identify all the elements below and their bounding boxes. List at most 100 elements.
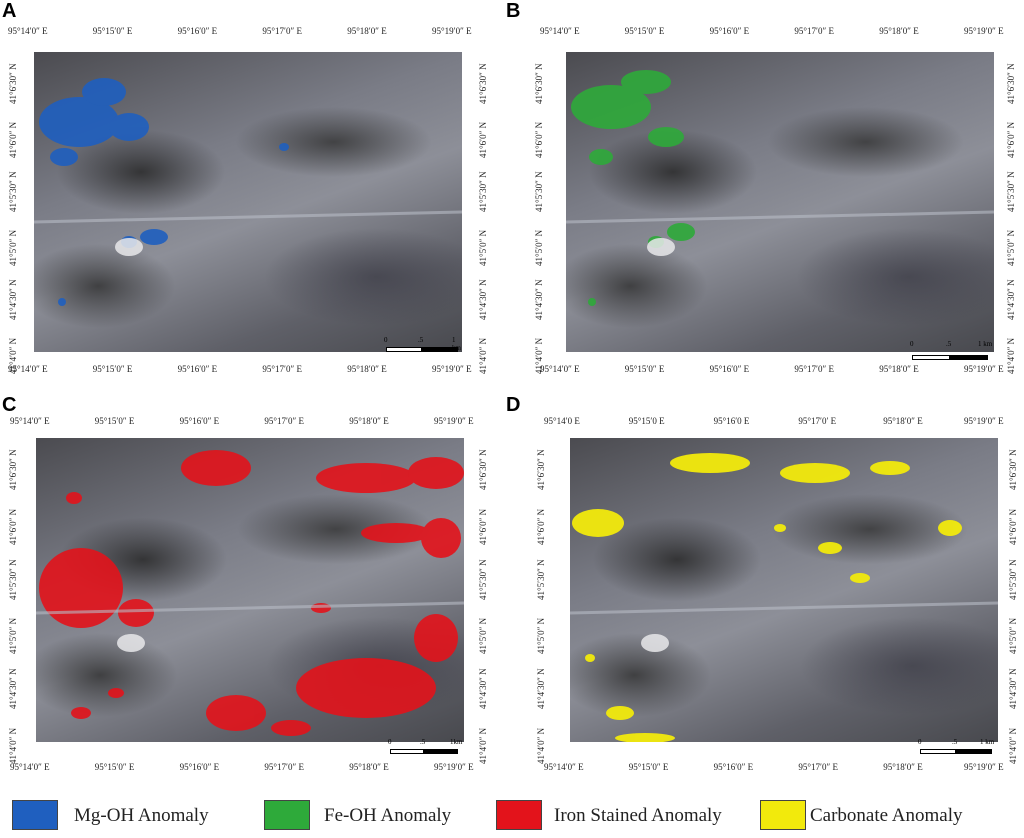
legend-label-iron-stained: Iron Stained Anomaly — [554, 805, 722, 826]
anomaly-overlay-b — [566, 70, 994, 306]
lon-label-bottom: 95°17′0″ E — [264, 762, 304, 772]
panel-letter-d: D — [506, 394, 521, 416]
scale-label-1km: 1 km — [452, 336, 461, 352]
lat-label-right: 41°5′30″ N — [478, 171, 488, 212]
scale-label-half: .5 — [418, 336, 424, 344]
lon-label-top: 95°18′0″ E — [879, 26, 919, 36]
panel-letter-b: B — [506, 0, 521, 22]
lat-label-left: 41°4′30″ N — [534, 279, 544, 320]
mg-oh-anomaly-patches — [39, 78, 289, 306]
scale-label-0: 0 — [918, 738, 922, 746]
legend: Mg-OH Anomaly Fe-OH Anomaly Iron Stained… — [0, 796, 1024, 832]
lat-label-right: 41°4′30″ N — [478, 668, 488, 710]
lon-label-bottom: 95°14′0″ E — [10, 762, 50, 772]
lat-label-left: 41°5′30″ N — [8, 171, 18, 212]
lat-label-left: 41°4′0″ N — [536, 727, 546, 764]
lat-label-left: 41°5′0″ N — [8, 618, 18, 655]
lon-label-bottom: 95°16′0″ E — [709, 364, 750, 374]
lon-label-bottom: 95°18′0″ E — [347, 364, 387, 374]
scale-label-0: 0 — [384, 336, 388, 344]
lon-label-top: 95°17′0′ E — [798, 416, 837, 426]
legend-swatch-iron-stained — [496, 800, 542, 830]
lat-label-left: 41°5′30″ N — [534, 171, 544, 212]
lat-label-right: 41°4′0″ N — [1008, 727, 1018, 764]
legend-swatch-mg-oh — [12, 800, 58, 830]
lon-label-bottom: 95°19′0″ E — [964, 762, 1004, 772]
map-panel-c: C 0 — [0, 390, 512, 788]
lon-label-top: 95°14′0 E — [544, 416, 580, 426]
scale-label-0: 0 — [388, 738, 392, 746]
lon-label-bottom: 95°18′0″ E — [349, 762, 389, 772]
lat-label-left: 41°6′30″ N — [8, 63, 18, 104]
lon-label-bottom: 95°16′0″ E — [179, 762, 220, 772]
scale-label-0: 0 — [910, 340, 914, 348]
map-panel-d: D 0 .5 1 km 95°14′0 E 95°14′0″ — [506, 390, 1024, 788]
lon-label-top: 95°17′0″ E — [262, 26, 302, 36]
legend-label-mg-oh: Mg-OH Anomaly — [74, 805, 209, 826]
satellite-image-c — [36, 438, 464, 742]
lon-label-top: 95°14′0″ E — [8, 26, 48, 36]
scale-bar-c: 0 .5 1km — [388, 738, 470, 758]
lon-label-top: 95°19′0″ E — [434, 416, 474, 426]
lon-label-top: 95°16′0″ E — [709, 26, 750, 36]
lat-label-right: 41°6′30″ N — [1006, 63, 1016, 104]
lat-label-right: 41°5′0″ N — [1008, 618, 1018, 655]
lon-label-top: 95°16′0″ E — [179, 416, 220, 426]
lat-label-left: 41°4′0″ N — [8, 337, 18, 374]
fe-oh-anomaly-patches — [571, 70, 695, 306]
lon-label-top: 95°16′0 E — [713, 416, 750, 426]
lat-label-left: 41°6′0″ N — [8, 508, 18, 545]
lat-label-right: 41°4′0″ N — [1006, 337, 1016, 374]
lon-label-top: 95°18′0″ E — [883, 416, 923, 426]
lat-label-left: 41°5′30″ N — [536, 559, 546, 600]
legend-label-fe-oh: Fe-OH Anomaly — [324, 805, 452, 826]
lat-label-right: 41°4′30″ N — [1008, 668, 1018, 710]
anomaly-overlay-a — [34, 78, 462, 306]
lon-label-bottom: 95°19′0″ E — [964, 364, 1004, 374]
lon-label-top: 95°15′0″ E — [92, 26, 133, 36]
lat-label-right: 41°6′30″ N — [478, 449, 488, 490]
lon-label-bottom: 95°19′0″ E — [434, 762, 474, 772]
scale-label-half: .5 — [946, 340, 952, 348]
lat-label-left: 41°5′30″ N — [8, 559, 18, 600]
lat-label-right: 41°5′30″ N — [1008, 559, 1018, 600]
lon-label-bottom: 95°18′0″ E — [879, 364, 919, 374]
lon-label-bottom: 95°14′0″ E — [540, 364, 580, 374]
scale-label-1km: 1 km — [978, 340, 993, 348]
scale-bar-d: 0 .5 1 km — [918, 738, 1002, 758]
iron-stained-anomaly-patches — [39, 450, 464, 736]
lat-label-right: 41°6′0″ N — [478, 121, 488, 158]
legend-swatch-carbonate — [760, 800, 806, 830]
lat-label-left: 41°5′0″ N — [8, 229, 18, 266]
lon-label-top: 95°19′0″ E — [432, 26, 472, 36]
lat-label-right: 41°6′0″ N — [1008, 508, 1018, 545]
lat-label-left: 41°6′0″ N — [536, 508, 546, 545]
lon-label-top: 95°14′0″ E — [10, 416, 50, 426]
lon-label-bottom: 95°14′0″ E — [544, 762, 584, 772]
lat-label-right: 41°4′30″ N — [478, 279, 488, 320]
scale-bar-a: 0 .5 1 km — [384, 336, 466, 356]
satellite-image-d — [570, 438, 998, 742]
lon-label-top: 95°17′0″ E — [794, 26, 834, 36]
lat-label-right: 41°5′0″ N — [1006, 229, 1016, 266]
lat-label-left: 41°4′30″ N — [8, 279, 18, 320]
map-panel-a: A 0 .5 1 km 95°14′0″ E 95°14′0″ E 95°15′0″… — [0, 0, 512, 390]
lon-label-top: 95°18′0″ E — [349, 416, 389, 426]
lat-label-right: 41°5′0″ N — [478, 618, 488, 655]
lat-label-left: 41°4′30″ N — [8, 668, 18, 710]
lon-label-top: 95°16′0″ E — [177, 26, 218, 36]
lon-label-top: 95°17′0″ E — [264, 416, 304, 426]
legend-label-carbonate: Carbonate Anomaly — [810, 805, 963, 826]
scale-label-1km: 1km — [450, 738, 463, 746]
lat-label-left: 41°6′0″ N — [534, 121, 544, 158]
scale-label-half: .5 — [420, 738, 426, 746]
satellite-image-b — [566, 52, 994, 352]
lon-label-bottom: 95°15′0″ E — [628, 762, 669, 772]
lon-label-top: 95°19′0″ E — [964, 416, 1004, 426]
lon-label-bottom: 95°14′0″ E — [8, 364, 48, 374]
scale-bar-b: 0 .5 1 km — [910, 340, 998, 364]
carbonate-anomaly-patches — [572, 453, 962, 742]
scale-label-half: .5 — [952, 738, 958, 746]
lon-label-top: 95°15′0 E — [628, 416, 665, 426]
lat-label-right: 41°5′0″ N — [478, 229, 488, 266]
